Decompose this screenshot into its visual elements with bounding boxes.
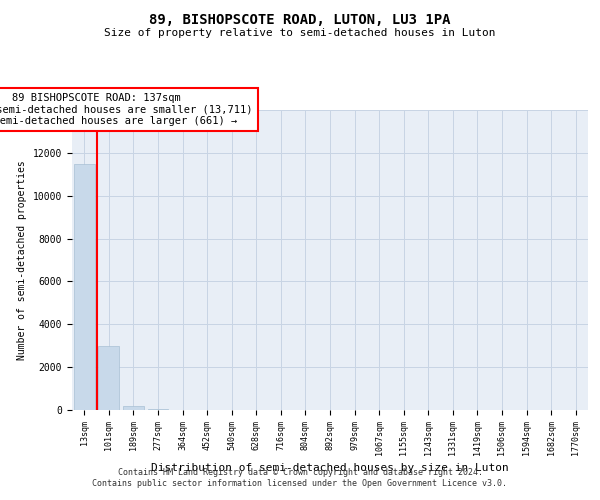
Bar: [98, 346, 119, 410]
Text: 89 BISHOPSCOTE ROAD: 137sqm
← 95% of semi-detached houses are smaller (13,711)
5: 89 BISHOPSCOTE ROAD: 137sqm ← 95% of sem…: [0, 93, 253, 126]
Text: Contains HM Land Registry data © Crown copyright and database right 2024.
Contai: Contains HM Land Registry data © Crown c…: [92, 468, 508, 487]
Y-axis label: Number of semi-detached properties: Number of semi-detached properties: [17, 160, 28, 360]
Text: Size of property relative to semi-detached houses in Luton: Size of property relative to semi-detach…: [104, 28, 496, 38]
Text: 89, BISHOPSCOTE ROAD, LUTON, LU3 1PA: 89, BISHOPSCOTE ROAD, LUTON, LU3 1PA: [149, 12, 451, 26]
X-axis label: Distribution of semi-detached houses by size in Luton: Distribution of semi-detached houses by …: [151, 463, 509, 473]
Bar: [74, 164, 95, 410]
Bar: [123, 406, 144, 410]
